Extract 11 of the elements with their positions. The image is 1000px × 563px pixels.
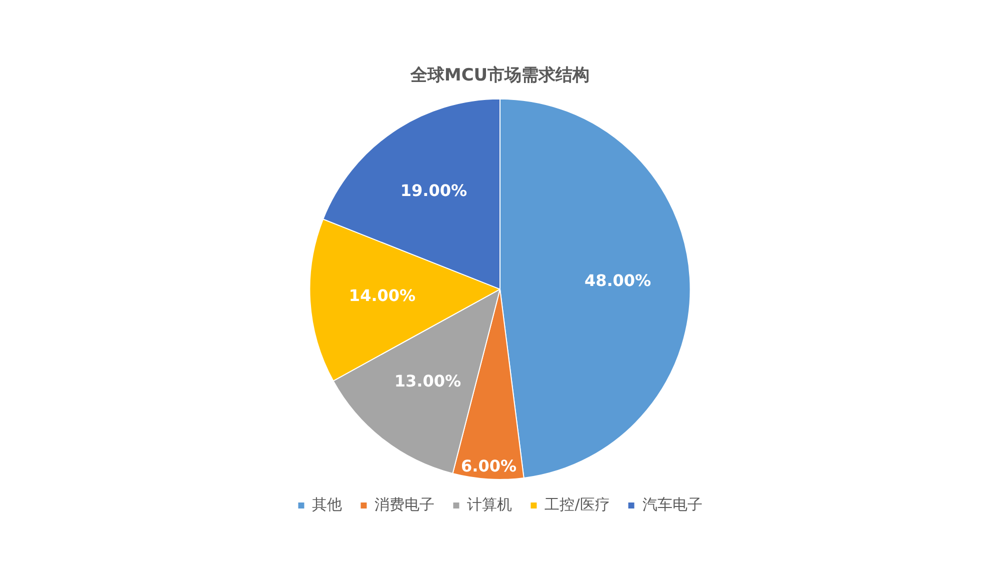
data-label: 14.00%	[348, 286, 416, 305]
data-label: 6.00%	[461, 456, 517, 476]
legend-label: 工控/医疗	[544, 495, 610, 514]
chart-title: 全球MCU市场需求结构	[409, 66, 590, 86]
legend-label: 计算机	[467, 495, 512, 514]
data-label: 19.00%	[400, 180, 467, 200]
data-label: 48.00%	[584, 270, 652, 290]
legend-label: 汽车电子	[642, 495, 702, 514]
data-label: 13.00%	[394, 372, 462, 391]
legend-label: 其他	[312, 495, 342, 514]
legend-label: 消费电子	[374, 495, 435, 514]
